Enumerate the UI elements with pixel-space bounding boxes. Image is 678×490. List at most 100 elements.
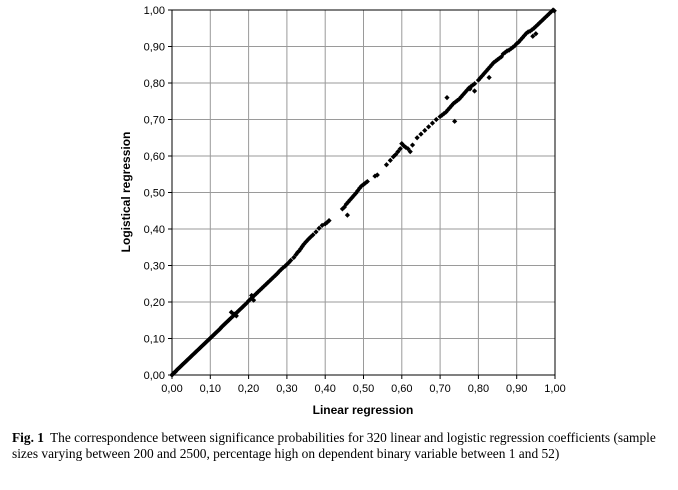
data-point — [229, 314, 236, 320]
data-point — [172, 369, 179, 375]
data-point — [274, 270, 280, 277]
data-point — [448, 103, 455, 109]
data-point — [506, 47, 512, 53]
data-point — [486, 74, 492, 81]
data-point — [514, 40, 520, 47]
data-point — [542, 14, 549, 20]
y-tick-labels: 0,00 0,10 0,20 0,30 0,40 0,50 0,60 0,70 0,80 0,90… — [144, 5, 165, 382]
data-point — [310, 232, 316, 238]
y-tick-label: 0,00 — [144, 370, 165, 382]
data-point — [458, 94, 464, 100]
x-tick-label: 0,90 — [506, 383, 527, 395]
x-tick-label: 0,50 — [353, 383, 374, 395]
data-point — [319, 222, 325, 228]
data-point — [464, 87, 470, 93]
data-point — [491, 59, 497, 66]
data-point — [407, 149, 413, 155]
data-point — [390, 154, 396, 160]
y-tick-label: 0,50 — [144, 188, 165, 200]
data-point — [475, 77, 481, 83]
y-tick-label: 0,30 — [144, 261, 165, 273]
data-point — [228, 309, 234, 315]
data-point — [364, 178, 370, 185]
data-point — [233, 313, 239, 319]
data-point — [282, 263, 288, 269]
y-tick-label: 0,40 — [144, 224, 165, 236]
data-point — [471, 81, 478, 87]
data-point — [234, 309, 240, 315]
data-point — [351, 192, 357, 199]
data-point — [393, 151, 399, 158]
data-point — [239, 305, 245, 311]
data-point — [344, 212, 351, 218]
data-point — [467, 86, 473, 92]
data-point — [276, 268, 282, 274]
data-point — [313, 229, 319, 235]
x-axis-title: Linear regression — [313, 403, 414, 417]
y-tick-label: 0,10 — [144, 334, 165, 346]
figure-caption: Fig. 1 The correspondence between signifi… — [12, 430, 672, 462]
data-point — [496, 55, 503, 61]
x-tick-label: 0,40 — [314, 383, 335, 395]
data-point — [246, 298, 252, 304]
data-point — [426, 124, 432, 130]
x-tick-label: 0,70 — [429, 383, 450, 395]
data-point — [372, 173, 378, 179]
data-point — [405, 146, 411, 152]
data-point — [429, 120, 436, 126]
x-tick-label: 0,20 — [238, 383, 259, 395]
data-point — [452, 118, 458, 124]
y-tick-label: 0,60 — [144, 151, 165, 163]
data-point — [508, 46, 514, 52]
data-point — [295, 249, 301, 255]
data-point — [519, 35, 526, 41]
data-point — [387, 157, 393, 163]
data-point — [397, 146, 403, 152]
data-point — [250, 297, 257, 303]
y-tick-label: 0,70 — [144, 115, 165, 127]
scatter-chart: 0,00 0,10 0,20 0,30 0,40 0,50 0,60 0,70 0,80 0,90… — [119, 5, 566, 417]
x-tick-label: 1,00 — [544, 383, 565, 395]
data-point — [485, 66, 491, 72]
data-point — [399, 140, 405, 147]
x-tick-label: 0,30 — [276, 383, 297, 395]
data-point — [395, 149, 401, 155]
data-point — [481, 70, 487, 77]
data-point — [538, 18, 545, 24]
data-point — [358, 183, 365, 189]
data-point — [263, 281, 269, 288]
data-point — [512, 43, 518, 49]
data-point — [288, 257, 294, 263]
data-point — [525, 29, 531, 35]
data-point — [422, 127, 428, 134]
data-point — [316, 225, 322, 231]
data-points — [169, 7, 557, 378]
y-tick-label: 1,00 — [144, 5, 165, 17]
data-point — [353, 190, 359, 196]
data-point — [454, 97, 460, 104]
data-point — [401, 143, 407, 149]
data-point — [460, 92, 466, 98]
data-point — [383, 162, 390, 168]
data-point — [409, 142, 416, 148]
data-point — [305, 236, 311, 242]
data-point — [437, 113, 443, 120]
data-point — [249, 292, 255, 299]
data-point — [433, 116, 439, 123]
data-point — [326, 218, 332, 224]
x-tick-label: 0,10 — [200, 383, 221, 395]
data-point — [324, 219, 330, 226]
x-tick-label: 0,00 — [161, 383, 182, 395]
data-point — [243, 300, 249, 307]
data-point — [278, 266, 284, 273]
data-point — [253, 291, 259, 297]
x-tick-label: 0,80 — [468, 383, 489, 395]
data-point — [299, 243, 305, 250]
y-tick-label: 0,20 — [144, 297, 165, 309]
data-point — [533, 23, 539, 30]
data-point — [527, 28, 533, 34]
data-point — [291, 254, 297, 261]
data-point — [471, 88, 478, 94]
data-point — [298, 246, 304, 252]
data-point — [255, 289, 261, 295]
